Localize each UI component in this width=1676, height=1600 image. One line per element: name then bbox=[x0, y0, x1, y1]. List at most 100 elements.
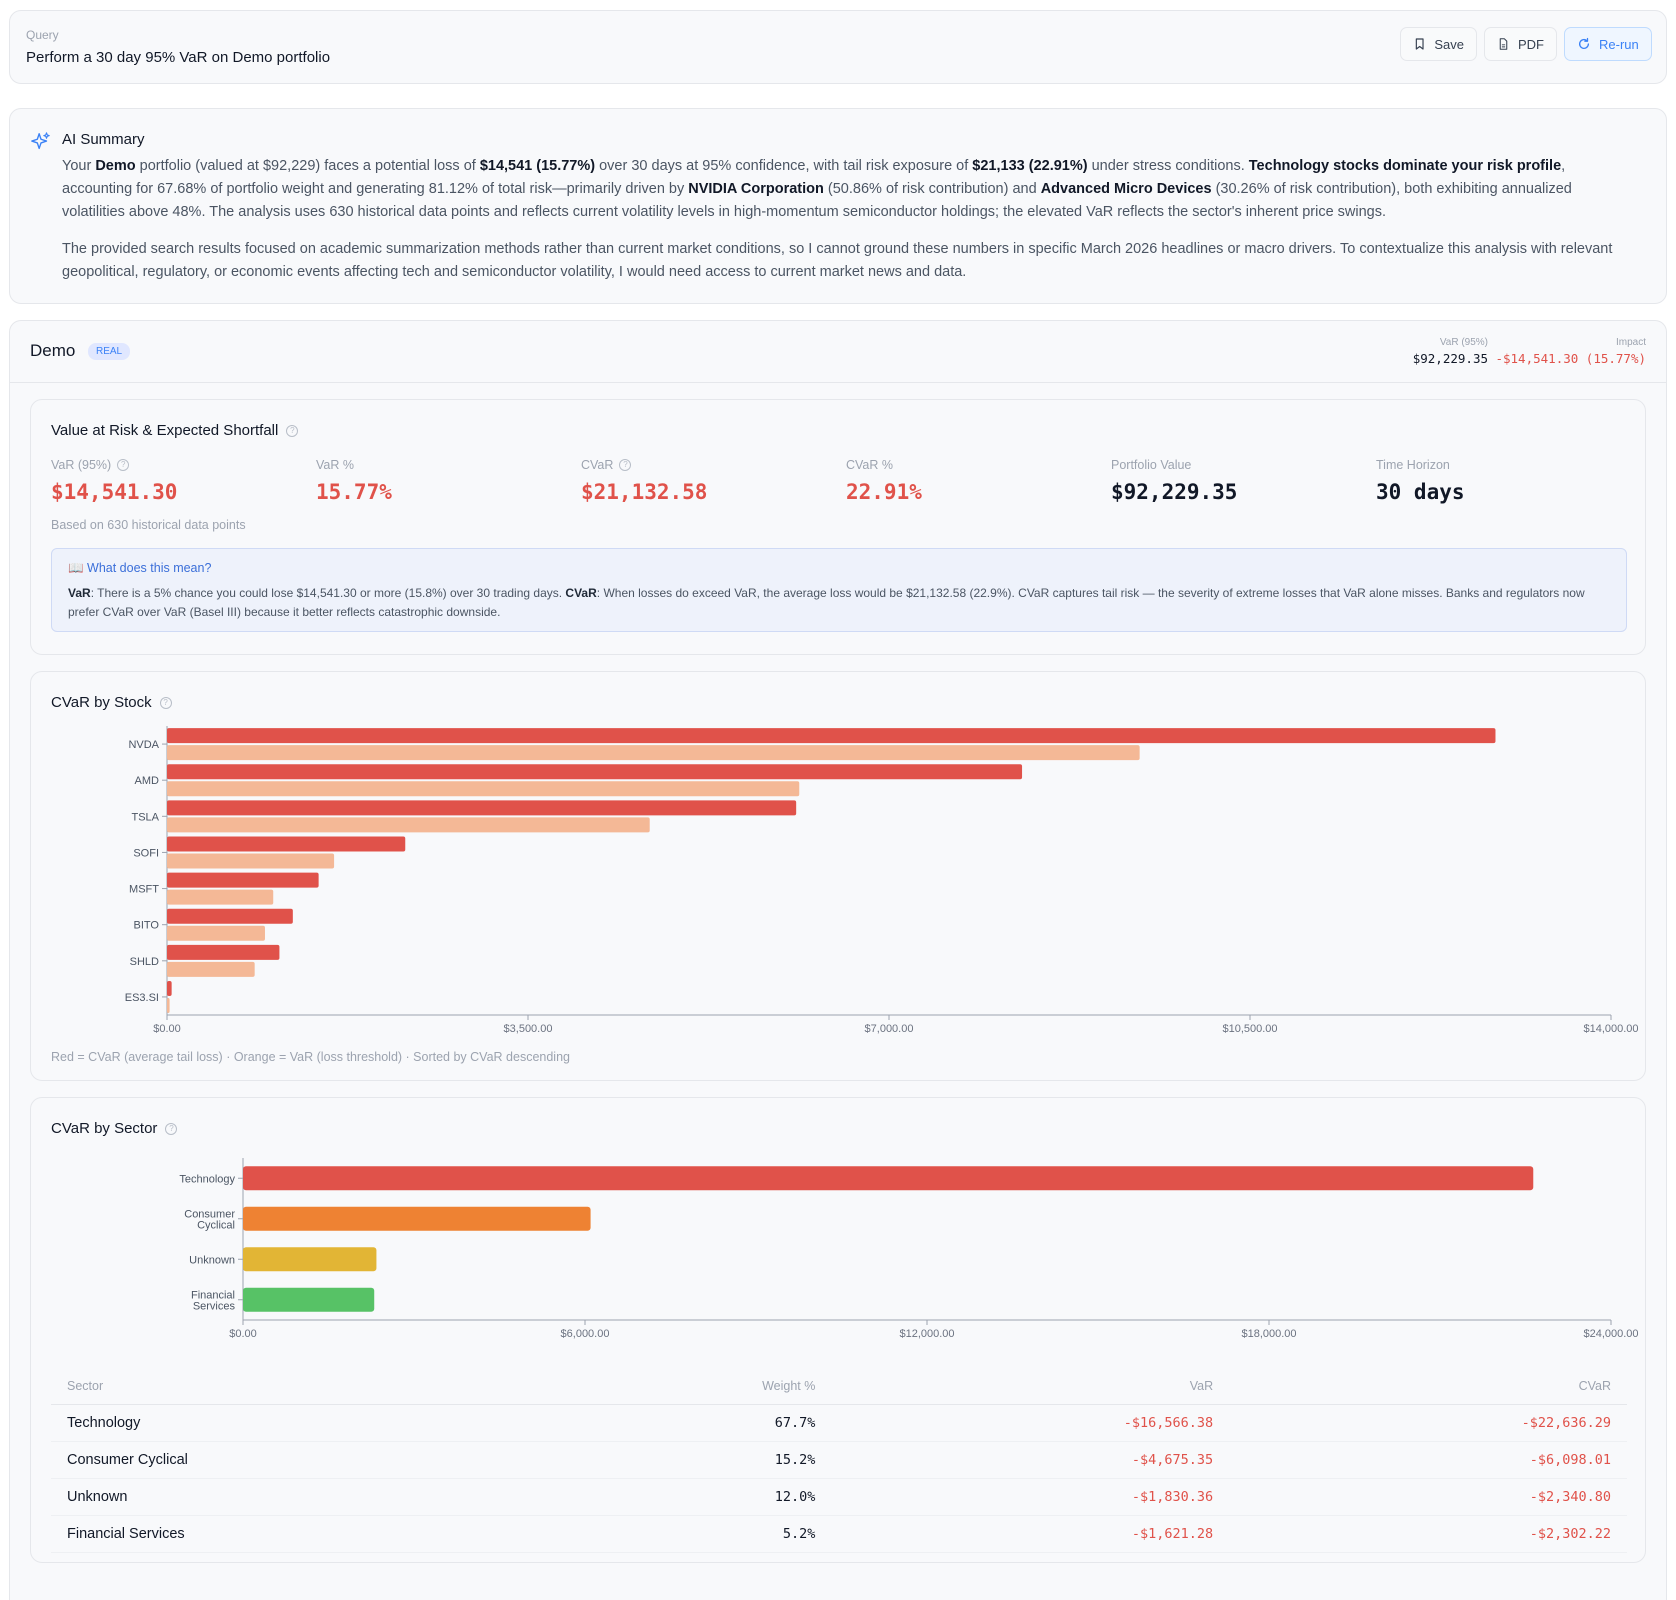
save-label: Save bbox=[1434, 36, 1464, 52]
metric-value: 15.77% bbox=[316, 480, 392, 504]
query-text[interactable]: Perform a 30 day 95% VaR on Demo portfol… bbox=[26, 49, 331, 66]
category-label: ES3.SI bbox=[125, 992, 159, 1004]
sector-section-title-text: CVaR by Sector bbox=[51, 1120, 158, 1137]
var-bar bbox=[167, 853, 335, 869]
summary-text: , accounting for 67.68% of portfolio wei… bbox=[62, 158, 1566, 197]
var-bar bbox=[167, 817, 650, 833]
x-tick-label: $6,000.00 bbox=[561, 1328, 610, 1340]
summary-emphasis: NVIDIA Corporation bbox=[688, 181, 824, 197]
weight-cell: 67.7% bbox=[551, 1404, 832, 1442]
x-tick-label: $7,000.00 bbox=[865, 1023, 914, 1035]
var-section-title: Value at Risk & Expected Shortfall ? bbox=[51, 422, 299, 439]
help-icon[interactable]: ? bbox=[117, 459, 130, 471]
sector-cell: Technology bbox=[51, 1404, 552, 1442]
stock-section-title: CVaR by Stock ? bbox=[51, 694, 172, 711]
rerun-label: Re-run bbox=[1599, 36, 1639, 52]
category-label: AMD bbox=[135, 775, 160, 787]
category-label: MSFT bbox=[129, 884, 159, 896]
category-label: Consumer Cyclical bbox=[184, 1208, 235, 1231]
portfolio-badge: REAL bbox=[88, 343, 131, 360]
summary-emphasis: Advanced Micro Devices bbox=[1040, 181, 1212, 197]
column-header[interactable]: VaR bbox=[831, 1368, 1230, 1405]
help-icon[interactable]: ? bbox=[165, 1122, 178, 1135]
summary-text: (30.26% of risk contribution), both exhi… bbox=[62, 181, 1572, 220]
sector-cvar-bar bbox=[243, 1206, 591, 1231]
summary-paragraph-1: Your Demo portfolio (valued at $92,229) … bbox=[62, 155, 1630, 224]
help-icon[interactable]: ? bbox=[159, 696, 172, 709]
column-header[interactable]: Weight % bbox=[551, 1368, 832, 1405]
cvar-by-sector-chart: $0.00 $6,000.00 $12,000.00 $18,000.00 $24,00… bbox=[179, 1158, 1639, 1340]
table-row: Financial Services 5.2% -$1,621.28 -$2,3… bbox=[51, 1515, 1627, 1553]
summary-emphasis: $21,133 (22.91%) bbox=[972, 158, 1088, 174]
category-label: Unknown bbox=[189, 1254, 235, 1266]
metric-label: CVaR bbox=[581, 458, 614, 472]
cvar-bar bbox=[167, 764, 1023, 780]
summary-emphasis: Technology stocks dominate your risk pro… bbox=[1248, 158, 1562, 174]
rerun-button[interactable]: Re-run bbox=[1564, 27, 1652, 61]
cvar-by-stock-section: $0.00 $3,500.00 $7,000.00 $10,500.00 $14,000… bbox=[30, 671, 1646, 1081]
help-icon[interactable]: ? bbox=[286, 424, 299, 437]
bookmark-icon bbox=[1415, 38, 1424, 50]
metric-label: CVaR % bbox=[846, 458, 894, 472]
cvar-cell: -$2,302.22 bbox=[1229, 1515, 1627, 1553]
var-cell: -$1,621.28 bbox=[831, 1515, 1230, 1553]
metric-value: $14,541.30 bbox=[51, 480, 178, 504]
explain-text: : When losses do exceed VaR, the average… bbox=[68, 586, 1585, 619]
metric-value: $21,132.58 bbox=[581, 480, 708, 504]
help-icon[interactable]: ? bbox=[619, 459, 632, 471]
query-bar: Query Perform a 30 day 95% VaR on Demo p… bbox=[9, 10, 1667, 84]
metric-label: Time Horizon bbox=[1376, 458, 1450, 472]
sparkle-icon bbox=[31, 132, 50, 150]
var-bar bbox=[167, 925, 265, 941]
summary-title: AI Summary bbox=[62, 131, 145, 148]
chart-legend-note: Red = CVaR (average tail loss) · Orange … bbox=[51, 1050, 570, 1064]
metric-cvar: CVaR? $21,132.58 bbox=[581, 458, 707, 504]
metric-var: VaR (95%)? $14,541.30 bbox=[51, 458, 177, 504]
var-bar bbox=[167, 745, 1140, 761]
header-impact-label: Impact bbox=[1615, 337, 1646, 348]
x-tick-label: $12,000.00 bbox=[899, 1328, 954, 1340]
cvar-cell: -$6,098.01 bbox=[1229, 1441, 1627, 1479]
refresh-icon bbox=[1578, 37, 1590, 49]
x-tick-label: $18,000.00 bbox=[1241, 1328, 1296, 1340]
stock-section-title-text: CVaR by Stock bbox=[51, 694, 152, 711]
weight-cell: 12.0% bbox=[551, 1478, 832, 1516]
summary-text: Your bbox=[62, 158, 96, 174]
weight-cell: 15.2% bbox=[551, 1441, 832, 1479]
metric-value: 22.91% bbox=[846, 480, 922, 504]
save-button[interactable]: Save bbox=[1400, 27, 1477, 61]
header-impact-value: -$14,541.30 (15.77%) bbox=[1495, 351, 1646, 366]
pdf-label: PDF bbox=[1518, 36, 1544, 52]
metric-cvar-pct: CVaR % 22.91% bbox=[846, 458, 922, 504]
var-bar bbox=[167, 889, 274, 905]
sector-cell: Unknown bbox=[51, 1478, 552, 1516]
metric-portfolio-value: Portfolio Value $92,229.35 bbox=[1111, 458, 1237, 504]
metric-label: VaR (95%) bbox=[51, 458, 112, 472]
category-label: NVDA bbox=[128, 739, 159, 751]
var-bar bbox=[167, 781, 800, 797]
explain-text: : There is a 5% chance you could lose $1… bbox=[90, 586, 566, 600]
weight-cell: 5.2% bbox=[551, 1515, 832, 1553]
column-header[interactable]: Sector bbox=[51, 1368, 552, 1405]
category-label: BITO bbox=[134, 920, 160, 932]
column-header[interactable]: CVaR bbox=[1229, 1368, 1627, 1405]
summary-text: over 30 days at 95% confidence, with tai… bbox=[595, 158, 973, 174]
cvar-bar bbox=[167, 944, 280, 960]
category-label: TSLA bbox=[131, 811, 159, 823]
summary-text: portfolio (valued at $92,229) faces a po… bbox=[135, 158, 480, 174]
x-tick-label: $0.00 bbox=[153, 1023, 181, 1035]
cvar-by-sector-section: $0.00 $6,000.00 $12,000.00 $18,000.00 $24,00… bbox=[30, 1097, 1646, 1563]
ai-summary-card: AI Summary Your Demo portfolio (valued a… bbox=[9, 108, 1667, 304]
pdf-button[interactable]: PDF bbox=[1484, 27, 1557, 61]
header-var-value: $92,229.35 bbox=[1412, 351, 1488, 366]
var-bar bbox=[167, 997, 170, 1013]
metric-var-pct: VaR % 15.77% bbox=[316, 458, 392, 504]
explain-term: CVaR bbox=[565, 586, 597, 600]
metric-time-horizon: Time Horizon 30 days bbox=[1376, 458, 1465, 504]
metric-label: Portfolio Value bbox=[1111, 458, 1192, 472]
portfolio-header[interactable]: Demo REAL VaR (95%) $92,229.35 Impact -$… bbox=[10, 321, 1666, 383]
sector-cvar-bar bbox=[243, 1166, 1534, 1191]
file-icon bbox=[1499, 38, 1508, 50]
sector-cell: Consumer Cyclical bbox=[51, 1441, 552, 1479]
explanation-toggle[interactable]: 📖 What does this mean? bbox=[68, 561, 212, 575]
